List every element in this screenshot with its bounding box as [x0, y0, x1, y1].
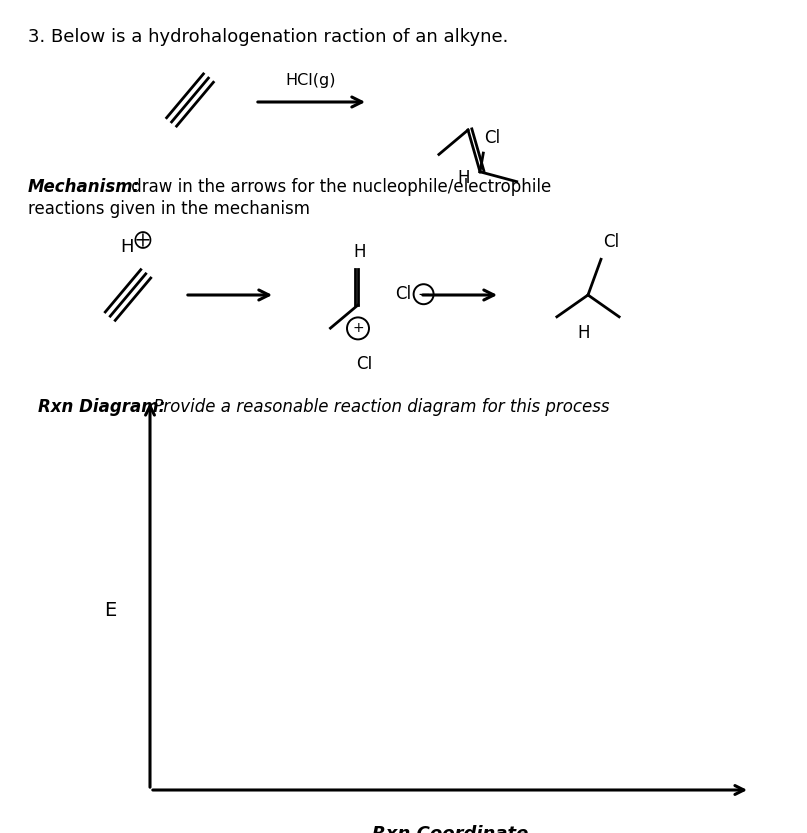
Text: Mechanism:: Mechanism:	[28, 178, 140, 196]
Text: +: +	[352, 322, 364, 336]
Text: reactions given in the mechanism: reactions given in the mechanism	[28, 200, 310, 218]
Text: HCl(g): HCl(g)	[286, 73, 337, 88]
Text: −: −	[417, 287, 430, 302]
Text: H: H	[353, 243, 366, 261]
Text: H: H	[578, 324, 590, 342]
Text: Cl: Cl	[603, 233, 619, 252]
Text: CI: CI	[356, 356, 372, 373]
Text: H: H	[458, 169, 470, 187]
Text: Rxn Diagram:: Rxn Diagram:	[38, 398, 165, 416]
Text: Rxn Coordinate: Rxn Coordinate	[372, 825, 529, 833]
Text: Cl: Cl	[484, 129, 500, 147]
Text: draw in the arrows for the nucleophile/electrophile: draw in the arrows for the nucleophile/e…	[126, 178, 551, 196]
Text: Cl: Cl	[395, 285, 412, 303]
Text: E: E	[104, 601, 116, 620]
Text: H$^{\bigoplus}$: H$^{\bigoplus}$	[120, 232, 153, 257]
Text: 3. Below is a hydrohalogenation raction of an alkyne.: 3. Below is a hydrohalogenation raction …	[28, 28, 508, 46]
Text: Provide a reasonable reaction diagram for this process: Provide a reasonable reaction diagram fo…	[148, 398, 609, 416]
